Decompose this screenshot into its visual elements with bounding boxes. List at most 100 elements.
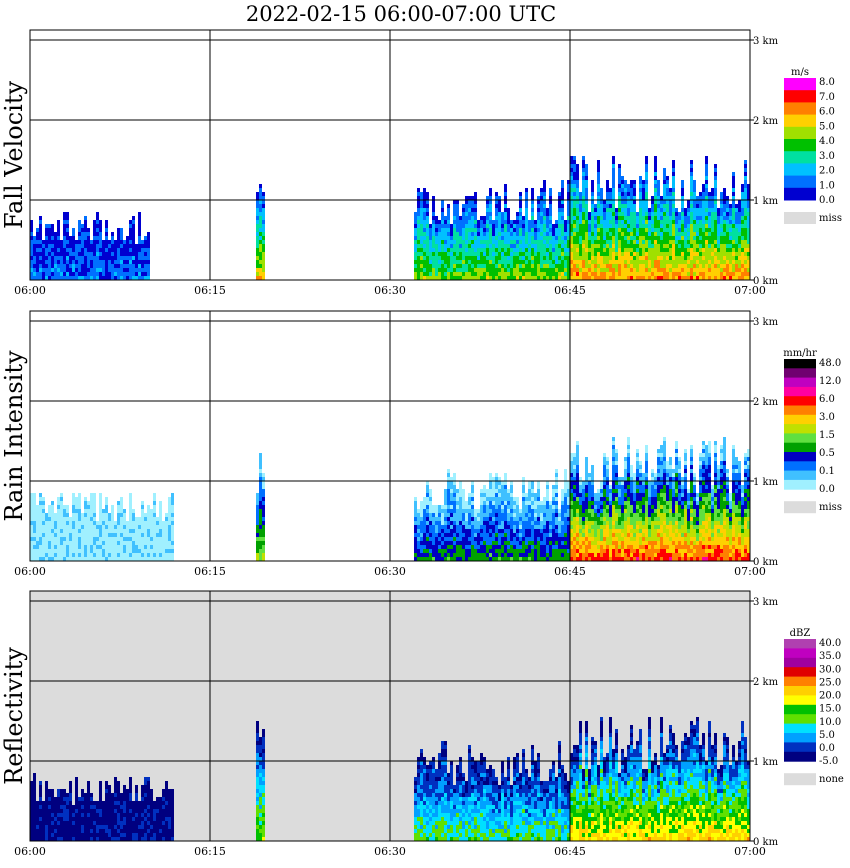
echo-cell xyxy=(636,216,639,220)
echo-cell xyxy=(576,252,579,256)
echo-cell xyxy=(585,244,588,248)
echo-cell xyxy=(732,216,735,220)
echo-cell xyxy=(561,196,564,200)
echo-cell xyxy=(546,244,549,248)
echo-cell xyxy=(468,260,471,264)
echo-cell xyxy=(456,521,459,525)
echo-cell xyxy=(162,525,165,529)
echo-cell xyxy=(663,244,666,248)
echo-cell xyxy=(96,264,99,268)
echo-cell xyxy=(576,204,579,208)
echo-cell xyxy=(450,553,453,557)
echo-cell xyxy=(147,256,150,260)
echo-cell xyxy=(624,212,627,216)
echo-cell xyxy=(168,525,171,529)
echo-cell xyxy=(540,240,543,244)
echo-cell xyxy=(456,248,459,252)
echo-cell xyxy=(72,236,75,240)
echo-cell xyxy=(561,521,564,525)
echo-cell xyxy=(543,216,546,220)
echo-cell xyxy=(420,200,423,204)
echo-cell xyxy=(63,256,66,260)
echo-cell xyxy=(555,489,558,493)
echo-cell xyxy=(417,525,420,529)
echo-cell xyxy=(60,509,63,513)
echo-cell xyxy=(591,525,594,529)
echo-cell xyxy=(744,200,747,204)
echo-cell xyxy=(573,557,576,561)
echo-cell xyxy=(633,200,636,204)
echo-cell xyxy=(259,200,262,204)
echo-cell xyxy=(477,248,480,252)
echo-cell xyxy=(495,533,498,537)
echo-cell xyxy=(420,212,423,216)
echo-cell xyxy=(108,244,111,248)
echo-cell xyxy=(732,204,735,208)
echo-cell xyxy=(60,276,63,280)
echo-cell xyxy=(426,220,429,224)
echo-cell xyxy=(744,248,747,252)
echo-cell xyxy=(747,192,750,196)
echo-cell xyxy=(123,268,126,272)
echo-cell xyxy=(516,533,519,537)
echo-cell xyxy=(513,240,516,244)
echo-cell xyxy=(591,517,594,521)
echo-cell xyxy=(453,240,456,244)
echo-cell xyxy=(459,541,462,545)
echo-cell xyxy=(633,248,636,252)
echo-cell xyxy=(501,489,504,493)
echo-cell xyxy=(105,264,108,268)
echo-cell xyxy=(165,553,168,557)
echo-cell xyxy=(90,529,93,533)
echo-cell xyxy=(420,204,423,208)
echo-cell xyxy=(705,192,708,196)
echo-cell xyxy=(459,525,462,529)
echo-cell xyxy=(597,172,600,176)
echo-cell xyxy=(576,445,579,449)
echo-cell xyxy=(450,248,453,252)
echo-cell xyxy=(417,517,420,521)
echo-cell xyxy=(684,268,687,272)
echo-cell xyxy=(582,208,585,212)
echo-cell xyxy=(456,553,459,557)
echo-cell xyxy=(462,232,465,236)
echo-cell xyxy=(699,272,702,276)
echo-cell xyxy=(495,228,498,232)
echo-cell xyxy=(87,272,90,276)
echo-cell xyxy=(648,216,651,220)
echo-cell xyxy=(36,525,39,529)
echo-cell xyxy=(426,200,429,204)
echo-cell xyxy=(483,220,486,224)
echo-cell xyxy=(99,244,102,248)
echo-cell xyxy=(471,505,474,509)
echo-cell xyxy=(120,256,123,260)
echo-cell xyxy=(114,545,117,549)
echo-cell xyxy=(612,172,615,176)
echo-cell xyxy=(259,188,262,192)
echo-cell xyxy=(54,541,57,545)
echo-cell xyxy=(105,244,108,248)
echo-cell xyxy=(60,252,63,256)
echo-cell xyxy=(645,264,648,268)
echo-cell xyxy=(471,509,474,513)
echo-cell xyxy=(483,537,486,541)
echo-cell xyxy=(567,553,570,557)
echo-cell xyxy=(69,240,72,244)
echo-cell xyxy=(417,264,420,268)
echo-cell xyxy=(429,513,432,517)
echo-cell xyxy=(642,276,645,280)
echo-cell xyxy=(60,260,63,264)
echo-cell xyxy=(510,517,513,521)
echo-cell xyxy=(747,228,750,232)
echo-cell xyxy=(33,537,36,541)
echo-cell xyxy=(573,164,576,168)
echo-cell xyxy=(699,244,702,248)
echo-cell xyxy=(480,260,483,264)
echo-cell xyxy=(720,260,723,264)
echo-cell xyxy=(627,192,630,196)
echo-cell xyxy=(663,240,666,244)
echo-cell xyxy=(444,497,447,501)
echo-cell xyxy=(423,541,426,545)
echo-cell xyxy=(705,260,708,264)
echo-cell xyxy=(627,224,630,228)
